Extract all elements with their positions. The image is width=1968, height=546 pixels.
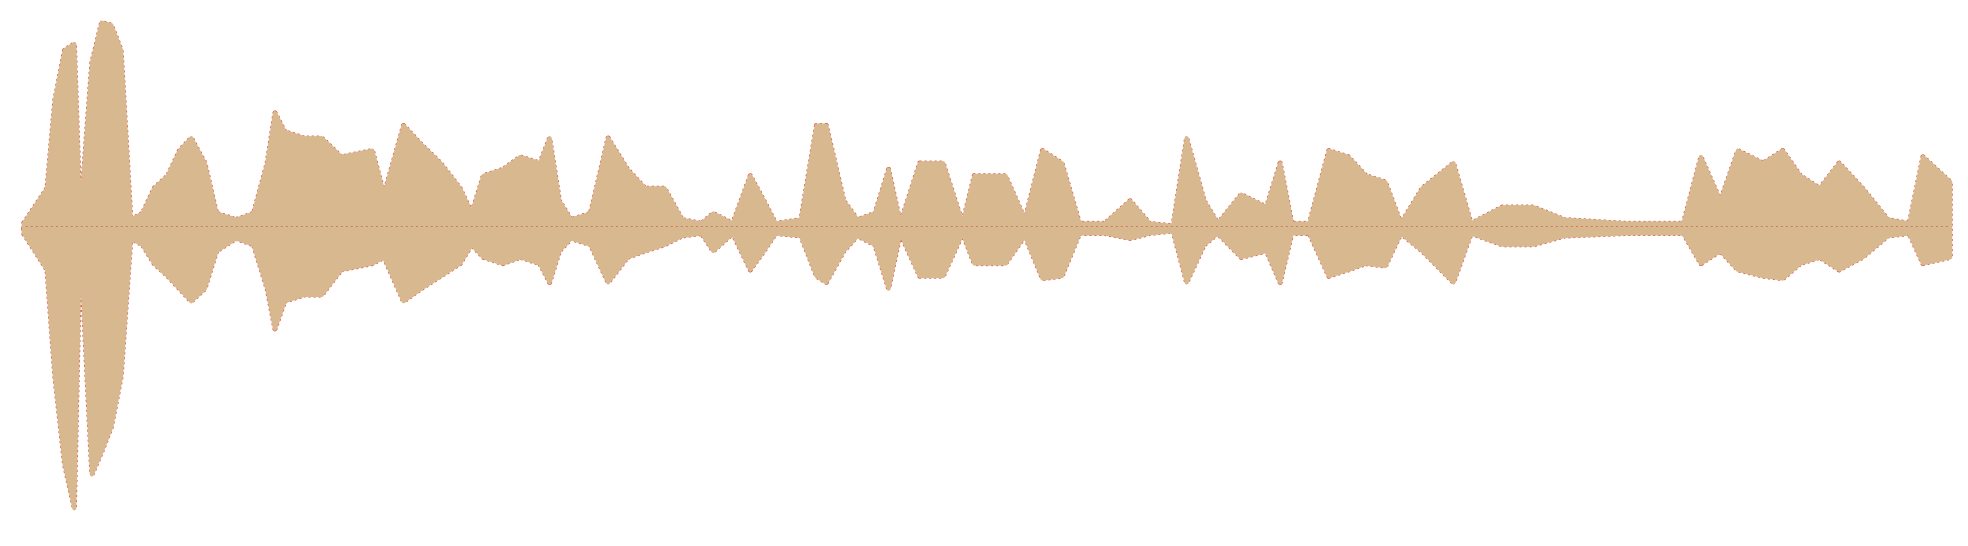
waveform-area [21, 226, 1953, 511]
waveform-area [21, 20, 1953, 231]
